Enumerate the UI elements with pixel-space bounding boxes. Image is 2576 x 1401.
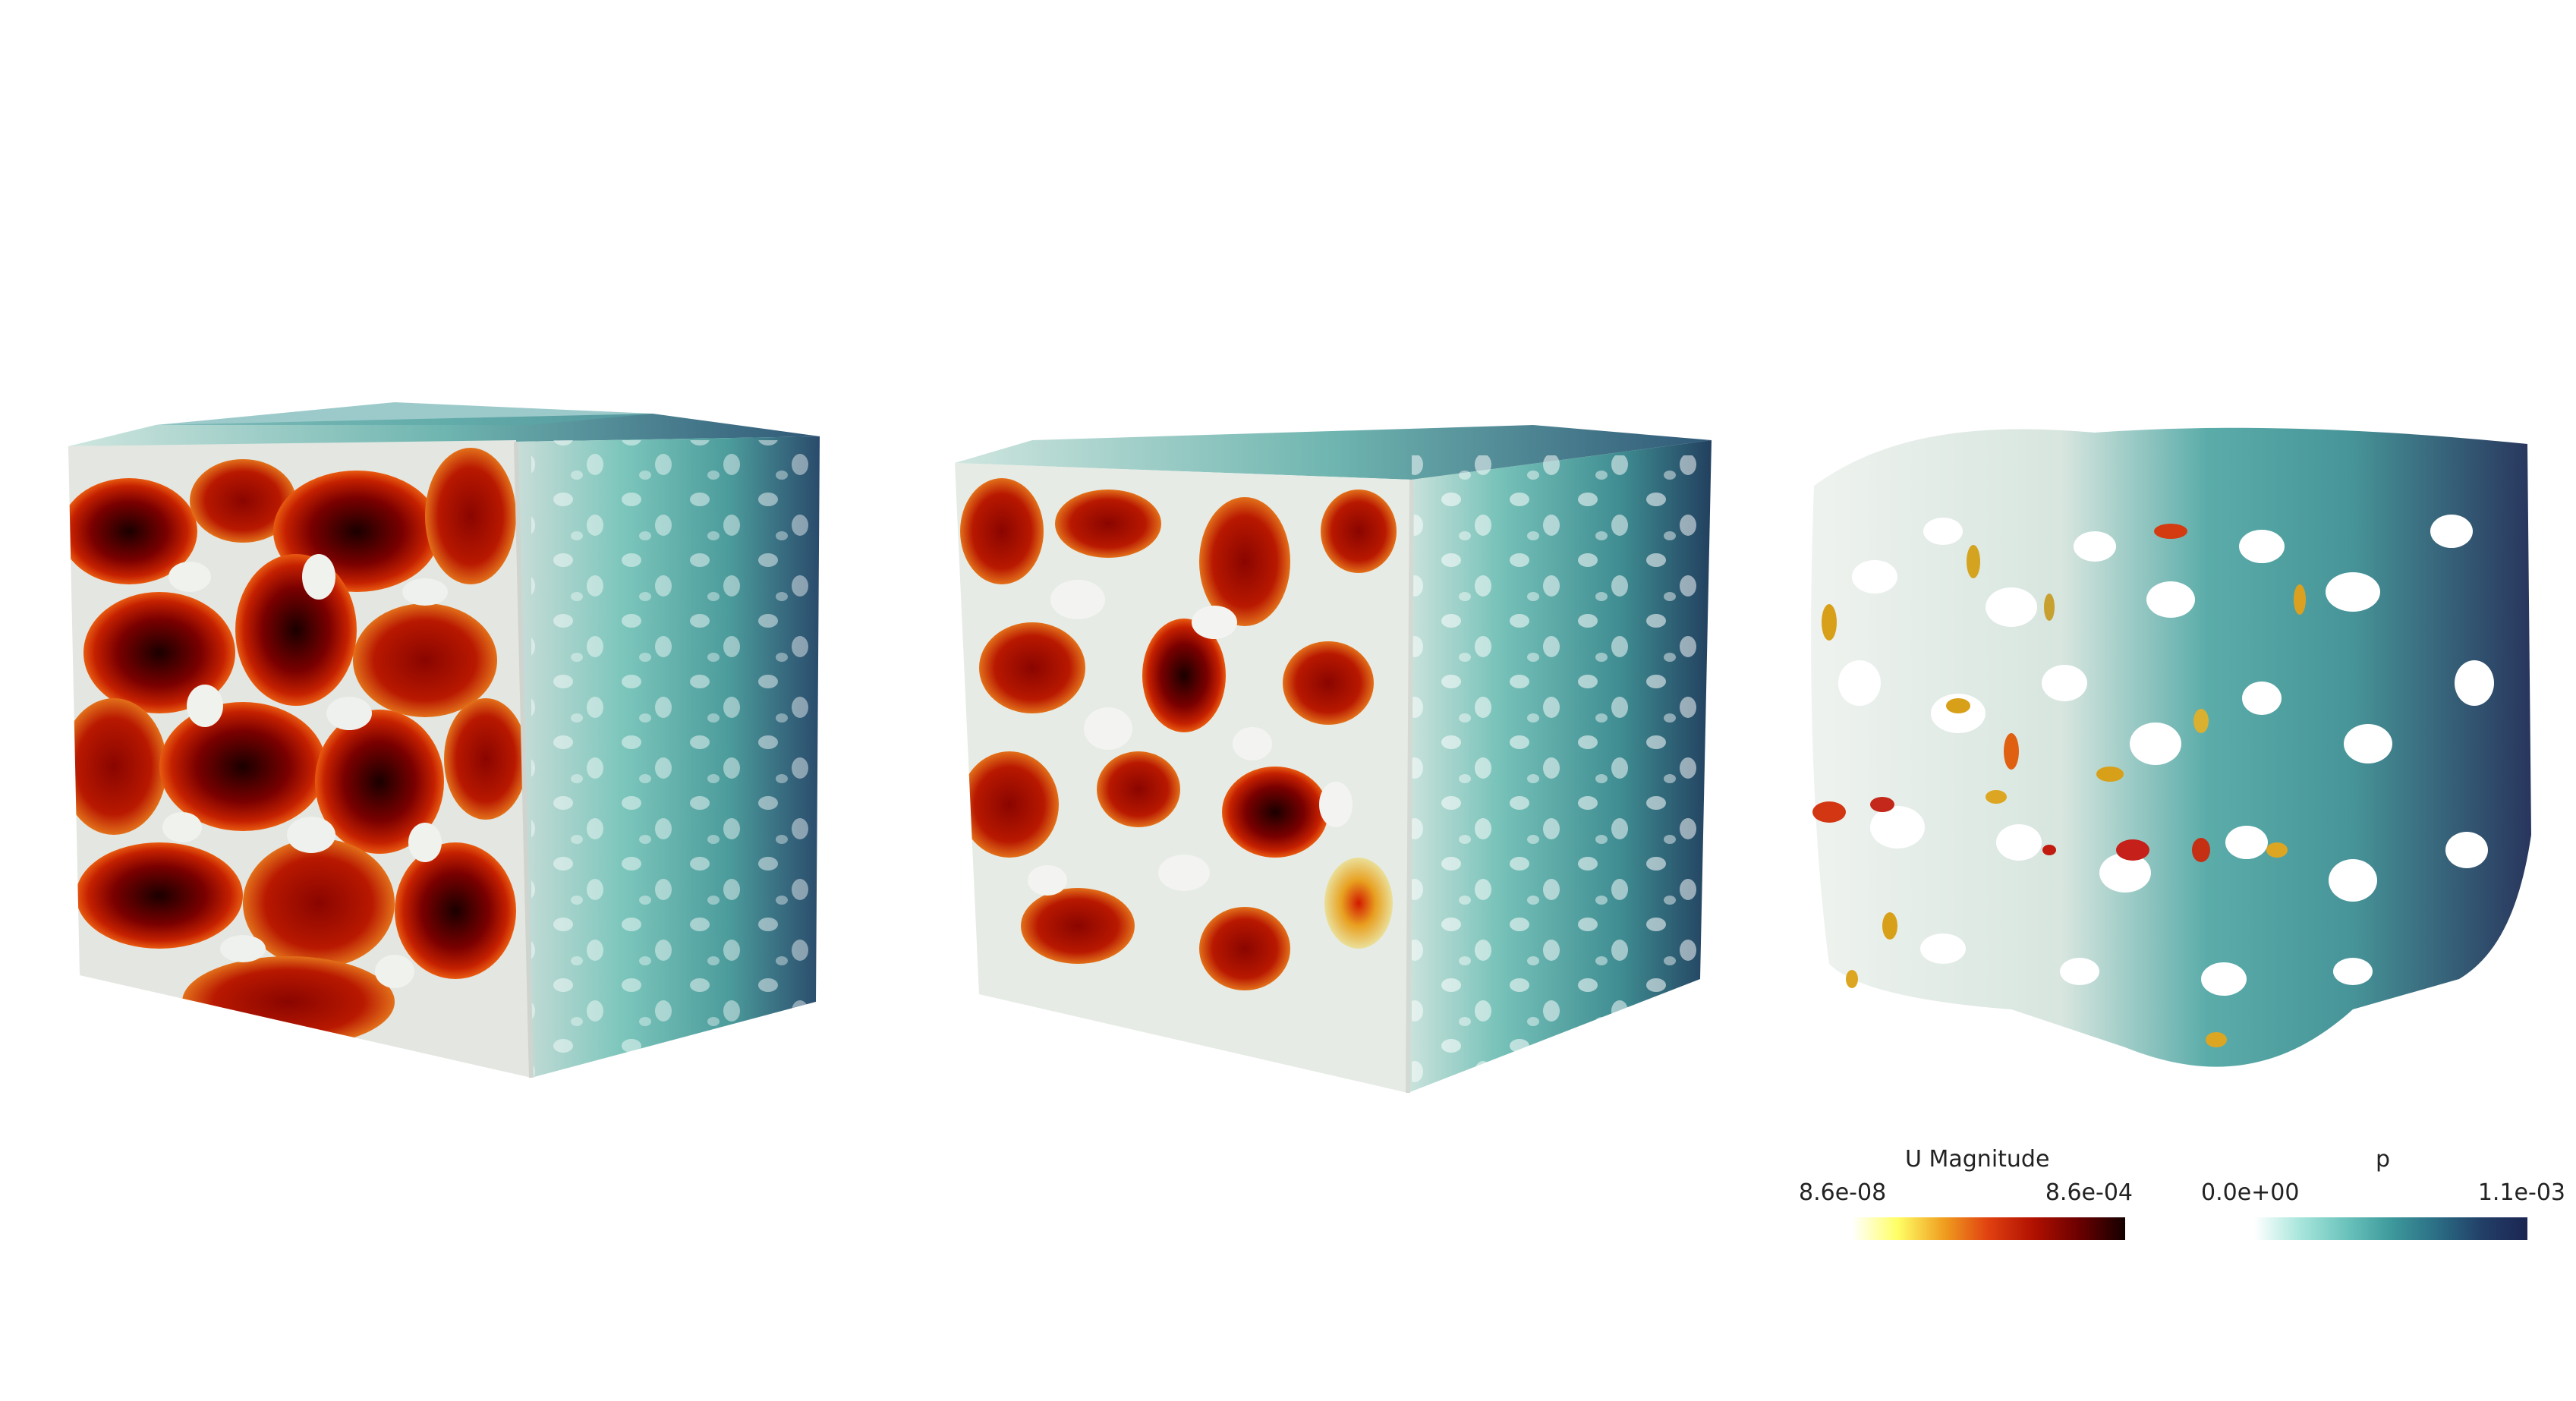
pressure-legend-min: 0.0e+00 — [2201, 1179, 2300, 1206]
pressure-legend-colorbar — [2254, 1217, 2527, 1240]
pressure-legend-max: 1.1e-03 — [2477, 1179, 2565, 1206]
velocity-legend-max: 8.6e-04 — [2045, 1179, 2133, 1206]
cube-full-mesh — [68, 402, 820, 1078]
pressure-legend: p 0.0e+00 1.1e-03 — [2201, 1146, 2565, 1252]
velocity-legend-colorbar — [1852, 1217, 2125, 1240]
pore-network-sparse — [1811, 427, 2531, 1067]
pressure-legend-title: p — [2376, 1146, 2391, 1173]
cube-partial-mesh — [955, 425, 1712, 1094]
velocity-legend: U Magnitude 8.6e-08 8.6e-04 — [1799, 1146, 2133, 1252]
velocity-legend-min: 8.6e-08 — [1799, 1179, 1887, 1206]
velocity-legend-title: U Magnitude — [1905, 1146, 2050, 1173]
